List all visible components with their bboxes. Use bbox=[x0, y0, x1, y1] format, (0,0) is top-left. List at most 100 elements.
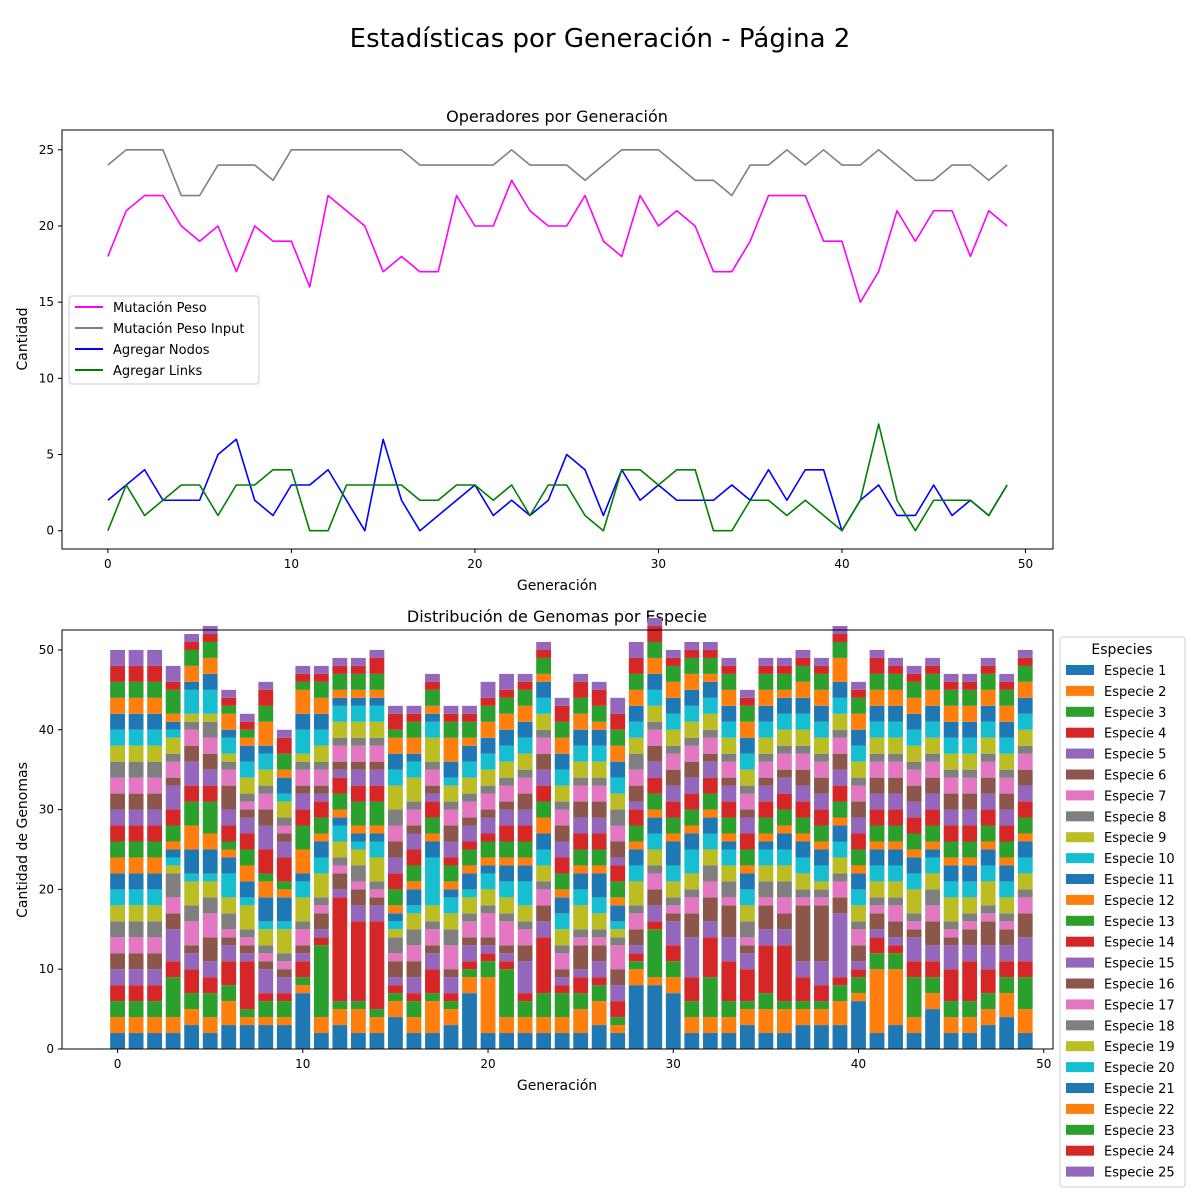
bar-gen10-species23 bbox=[295, 681, 311, 690]
bar-gen29-species19 bbox=[647, 705, 663, 722]
bar-gen7-species14 bbox=[239, 833, 255, 850]
bar-gen26-species11 bbox=[591, 873, 607, 898]
bar-gen6-species5 bbox=[221, 945, 237, 962]
bar-gen18-species10 bbox=[443, 897, 459, 914]
bar-gen12-species21 bbox=[332, 697, 348, 706]
bar-gen0-species17 bbox=[110, 777, 125, 794]
bar-gen33-species19 bbox=[721, 737, 737, 754]
bar-gen49-species17 bbox=[1017, 753, 1033, 770]
bar-gen3-species15 bbox=[165, 785, 181, 810]
bar-gen11-species22 bbox=[313, 697, 329, 714]
bar-gen28-species14 bbox=[628, 809, 644, 826]
operators-legend-box bbox=[68, 295, 260, 385]
bar-gen35-species1 bbox=[758, 1033, 774, 1049]
legend-label-species-5: Especie 5 bbox=[1104, 748, 1166, 763]
bar-gen1-species16 bbox=[128, 793, 144, 810]
bar-gen33-species1 bbox=[721, 1033, 737, 1049]
bar-gen46-species14 bbox=[962, 825, 978, 842]
legend-label-2: Mutación Peso Input bbox=[113, 322, 245, 337]
bar-gen10-species18 bbox=[295, 761, 311, 770]
bar-gen33-species17 bbox=[721, 761, 737, 778]
bar-gen14-species3 bbox=[369, 1009, 385, 1018]
bar-gen32-species3 bbox=[702, 977, 718, 1018]
bar-gen24-species22 bbox=[554, 737, 570, 754]
bar-gen19-species7 bbox=[462, 921, 477, 938]
bar-gen33-species23 bbox=[721, 673, 737, 690]
legend-swatch-species-13 bbox=[1066, 915, 1094, 926]
bar-gen25-species24 bbox=[573, 681, 589, 698]
bar-gen17-species17 bbox=[425, 769, 440, 786]
figure-suptitle: Estadísticas por Generación - Página 2 bbox=[350, 24, 851, 54]
bar-gen16-species22 bbox=[406, 737, 422, 754]
bar-gen5-species12 bbox=[202, 833, 218, 850]
bar-gen21-species18 bbox=[499, 777, 514, 786]
bar-gen43-species10 bbox=[906, 873, 922, 890]
bar-gen18-species8 bbox=[443, 929, 459, 946]
bar-gen2-species12 bbox=[147, 857, 163, 874]
bar-gen7-species7 bbox=[239, 937, 255, 946]
bar-gen3-species22 bbox=[165, 713, 181, 722]
bar-gen35-species13 bbox=[758, 817, 774, 834]
bar-gen40-species17 bbox=[851, 785, 866, 802]
bar-gen4-species22 bbox=[184, 665, 200, 682]
bar-gen25-species8 bbox=[573, 929, 589, 938]
bar-gen22-species8 bbox=[517, 921, 533, 930]
bar-gen6-species21 bbox=[221, 729, 237, 738]
bar-gen13-species4 bbox=[350, 921, 366, 1002]
bar-gen37-species6 bbox=[795, 905, 811, 962]
bar-gen39-species23 bbox=[832, 641, 848, 658]
bar-gen27-species25 bbox=[610, 697, 626, 714]
bar-gen27-species2 bbox=[610, 1025, 626, 1034]
bar-gen49-species8 bbox=[1017, 889, 1033, 898]
bar-gen30-species18 bbox=[665, 745, 681, 754]
bar-gen29-species25 bbox=[647, 618, 663, 627]
bar-gen8-species9 bbox=[258, 929, 274, 946]
bar-gen3-species4 bbox=[165, 961, 181, 978]
legend-label-species-11: Especie 11 bbox=[1104, 873, 1175, 888]
bar-gen18-species22 bbox=[443, 737, 459, 762]
bar-gen19-species4 bbox=[462, 961, 477, 970]
bar-gen9-species6 bbox=[276, 969, 292, 978]
bar-gen8-species4 bbox=[258, 993, 274, 1002]
bar-gen14-species25 bbox=[369, 649, 385, 658]
bar-gen47-species6 bbox=[980, 921, 996, 946]
bar-gen39-species15 bbox=[832, 769, 848, 786]
bar-gen7-species1 bbox=[239, 1025, 255, 1049]
bar-gen44-species21 bbox=[925, 705, 941, 722]
bar-gen20-species10 bbox=[480, 873, 496, 890]
bar-gen10-species19 bbox=[295, 753, 311, 762]
bar-gen27-species13 bbox=[610, 881, 626, 898]
bar-gen33-species18 bbox=[721, 753, 737, 762]
bar-gen19-species1 bbox=[462, 993, 477, 1049]
bar-gen29-species6 bbox=[647, 889, 663, 906]
bar-gen39-species5 bbox=[832, 913, 848, 978]
bar-gen49-species18 bbox=[1017, 745, 1033, 754]
bar-gen44-species20 bbox=[925, 721, 941, 738]
bar-gen37-species16 bbox=[795, 769, 811, 786]
bar-gen16-species11 bbox=[406, 889, 422, 906]
bar-gen37-species7 bbox=[795, 897, 811, 906]
bar-gen13-species11 bbox=[350, 833, 366, 842]
bar-gen5-species6 bbox=[202, 937, 218, 962]
bar-gen33-species9 bbox=[721, 865, 737, 882]
bar-gen5-species4 bbox=[202, 977, 218, 994]
bar-gen40-species8 bbox=[851, 921, 866, 930]
bar-gen8-species14 bbox=[258, 849, 274, 874]
bar-gen34-species5 bbox=[739, 953, 755, 970]
bar-gen35-species14 bbox=[758, 801, 774, 818]
bar-gen29-species3 bbox=[647, 929, 663, 978]
bar-gen5-species22 bbox=[202, 657, 218, 674]
bar-gen11-species18 bbox=[313, 761, 329, 770]
bar-gen32-species5 bbox=[702, 921, 718, 938]
bar-gen11-species13 bbox=[313, 817, 329, 834]
bar-gen49-species25 bbox=[1017, 649, 1033, 658]
bar-gen2-species8 bbox=[147, 921, 163, 938]
bar-gen46-species17 bbox=[962, 777, 978, 794]
x-tick-label: 10 bbox=[295, 1057, 310, 1071]
bar-gen3-species5 bbox=[165, 929, 181, 962]
bar-gen8-species23 bbox=[258, 705, 274, 722]
bar-gen44-species10 bbox=[925, 857, 941, 874]
bar-gen20-species7 bbox=[480, 913, 496, 938]
bar-gen21-species3 bbox=[499, 969, 514, 1018]
bar-gen4-species16 bbox=[184, 745, 200, 762]
